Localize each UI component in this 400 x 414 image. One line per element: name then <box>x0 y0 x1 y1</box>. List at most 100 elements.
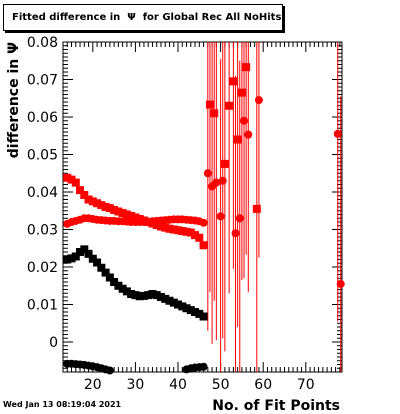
data-point-square <box>191 308 200 316</box>
data-point-square <box>71 178 80 187</box>
data-point-circle <box>240 116 249 125</box>
x-tick-label: 60 <box>254 377 272 393</box>
data-point-circle <box>216 212 225 221</box>
y-tick-label: 0.06 <box>27 110 58 126</box>
data-point-square <box>67 254 76 263</box>
data-point-square <box>122 287 131 296</box>
data-point-square <box>178 302 187 311</box>
data-point-square <box>220 159 229 168</box>
data-point-square <box>199 241 208 250</box>
data-point-square <box>161 223 170 232</box>
data-point-square <box>152 291 161 300</box>
data-point-square <box>84 249 93 258</box>
data-point-square <box>118 209 127 217</box>
data-point-circle <box>254 96 263 105</box>
data-point-square <box>105 204 114 213</box>
data-point-square <box>105 273 114 282</box>
data-point-square <box>169 225 178 234</box>
x-tick-label: 20 <box>84 377 102 393</box>
data-point-circle <box>333 129 342 138</box>
data-point-square <box>144 291 153 300</box>
data-marks <box>63 42 345 375</box>
data-point-square <box>93 199 102 208</box>
data-point-square <box>67 175 76 184</box>
data-point-square <box>63 255 72 264</box>
data-point-square <box>148 290 157 298</box>
data-point-square <box>186 228 195 237</box>
data-point-square <box>114 281 123 290</box>
data-point-circle <box>235 214 244 223</box>
data-point-circle <box>244 130 253 139</box>
data-point-square <box>80 245 89 254</box>
data-point-square <box>182 227 191 236</box>
data-point-circle <box>105 366 114 375</box>
x-tick-label: 40 <box>169 377 187 393</box>
data-point-square <box>97 201 106 210</box>
y-tick-label: 0.02 <box>27 260 58 276</box>
y-tick-label: 0.05 <box>27 148 58 164</box>
data-point-square <box>152 221 161 229</box>
data-point-square <box>131 213 140 222</box>
data-point-square <box>165 224 174 233</box>
data-point-square <box>178 227 187 235</box>
data-point-circle <box>199 362 208 371</box>
data-point-square <box>156 293 165 301</box>
data-point-square <box>199 312 208 321</box>
data-point-square <box>88 197 97 206</box>
data-point-square <box>118 284 127 293</box>
data-point-square <box>174 226 183 235</box>
data-point-square <box>205 100 214 109</box>
data-point-circle <box>199 218 208 227</box>
data-point-square <box>225 101 234 110</box>
data-point-square <box>101 268 110 277</box>
data-point-square <box>237 88 246 97</box>
y-tick-label: 0 <box>49 335 58 351</box>
data-point-square <box>97 263 106 272</box>
data-point-square <box>76 248 85 256</box>
data-point-square <box>242 63 251 72</box>
y-tick-label: 0.07 <box>27 73 58 89</box>
data-point-square <box>110 206 119 214</box>
data-point-square <box>84 195 93 204</box>
chart-title: Fitted difference in Ψ for Global Rec Al… <box>12 12 282 23</box>
x-tick-label: 70 <box>297 377 315 393</box>
data-point-square <box>131 291 140 300</box>
data-point-square <box>139 291 148 300</box>
data-point-square <box>182 304 191 313</box>
data-point-square <box>101 203 110 211</box>
y-axis-label: difference in Ψ <box>6 42 22 158</box>
data-point-square <box>110 278 119 286</box>
data-point-circle <box>336 279 345 288</box>
data-point-square <box>122 210 131 219</box>
data-point-square <box>88 254 97 263</box>
data-point-square <box>210 109 219 118</box>
data-point-square <box>186 306 195 315</box>
y-tick-label: 0.04 <box>27 185 58 201</box>
data-point-square <box>114 207 123 216</box>
data-point-square <box>195 233 204 242</box>
data-point-circle <box>203 169 212 178</box>
data-point-square <box>252 204 261 213</box>
data-point-circle <box>231 229 240 238</box>
data-point-square <box>233 135 242 144</box>
data-point-square <box>161 294 170 303</box>
y-tick-label: 0.01 <box>27 298 58 314</box>
data-point-square <box>71 252 80 261</box>
data-point-square <box>80 191 89 199</box>
x-tick-label: 50 <box>212 377 230 393</box>
data-point-circle <box>212 178 221 187</box>
datestamp: Wed Jan 13 08:19:04 2021 <box>3 400 122 409</box>
x-axis-label: No. of Fit Points <box>212 398 340 414</box>
data-point-square <box>63 173 72 182</box>
data-point-square <box>174 300 183 309</box>
y-tick-label: 0.03 <box>27 223 58 239</box>
title-box: Fitted difference in Ψ for Global Rec Al… <box>3 4 283 31</box>
data-point-circle <box>218 176 227 185</box>
tick-labels: 20 30 40 50 60 70 0 0.01 0.02 0.03 0.04 0.05 0.06 0.0… <box>27 35 315 393</box>
data-point-square <box>156 222 165 231</box>
data-point-square <box>169 298 178 307</box>
data-point-square <box>165 296 174 305</box>
data-point-square <box>195 309 204 318</box>
x-tick-label: 30 <box>126 377 144 393</box>
